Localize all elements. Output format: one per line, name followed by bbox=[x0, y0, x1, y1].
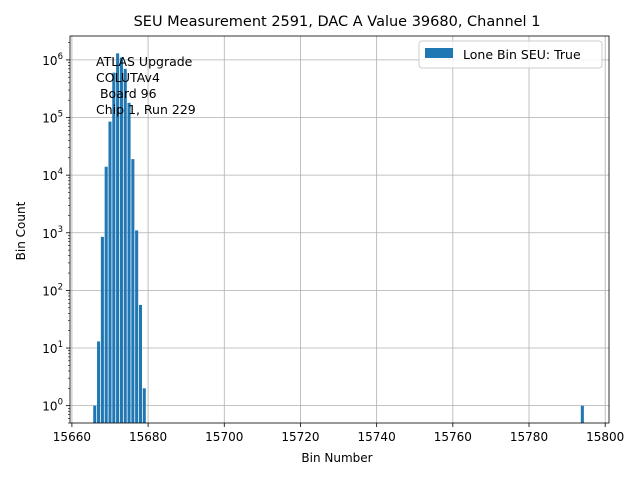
y-axis-label: Bin Count bbox=[14, 201, 28, 260]
histogram-bar bbox=[100, 236, 104, 423]
y-tick-label: 102 bbox=[42, 282, 63, 298]
x-axis-ticks: 15660 15680 15700 15720 15740 15760 15780 15800 bbox=[53, 423, 624, 444]
y-axis-ticks: 100 101 102 103 104 105 106 bbox=[42, 42, 70, 424]
x-tick-label: 15700 bbox=[205, 430, 243, 444]
histogram-bar bbox=[112, 72, 116, 423]
histogram-bar bbox=[104, 166, 108, 423]
histogram-bar bbox=[131, 159, 135, 424]
chart-title: SEU Measurement 2591, DAC A Value 39680,… bbox=[134, 14, 541, 30]
plot-border bbox=[69, 35, 610, 424]
histogram-bar bbox=[142, 388, 146, 423]
legend: Lone Bin SEU: True bbox=[418, 40, 603, 69]
legend-swatch bbox=[425, 48, 453, 58]
histogram-bar bbox=[138, 304, 142, 423]
histogram-bar bbox=[93, 405, 97, 423]
legend-label: Lone Bin SEU: True bbox=[463, 47, 581, 62]
y-tick-label: 104 bbox=[42, 167, 63, 183]
axes-frame bbox=[69, 35, 610, 424]
x-tick-label: 15660 bbox=[53, 430, 91, 444]
x-tick-label: 15800 bbox=[586, 430, 624, 444]
histogram-bar bbox=[108, 121, 112, 423]
histogram-bar bbox=[580, 405, 584, 423]
y-tick-label: 106 bbox=[42, 52, 63, 68]
x-axis-label: Bin Number bbox=[301, 451, 372, 465]
histogram-bar bbox=[97, 341, 101, 423]
x-tick-label: 15720 bbox=[281, 430, 319, 444]
annotation-line-4: Chip 1, Run 229 bbox=[96, 102, 196, 117]
annotation-line-3: Board 96 bbox=[96, 86, 157, 101]
histogram-bar bbox=[116, 53, 120, 423]
x-tick-label: 15760 bbox=[434, 430, 472, 444]
legend-box bbox=[418, 40, 603, 69]
y-tick-label: 105 bbox=[42, 110, 63, 126]
histogram-bar bbox=[127, 102, 131, 424]
y-tick-label: 100 bbox=[42, 398, 63, 414]
histogram-bar bbox=[123, 68, 127, 423]
grid-lines bbox=[70, 36, 609, 423]
y-tick-label: 103 bbox=[42, 225, 63, 241]
info-annotation: ATLAS Upgrade COLUTAv4 Board 96 Chip 1, … bbox=[96, 54, 196, 117]
annotation-line-1: ATLAS Upgrade bbox=[96, 54, 193, 69]
x-tick-label: 15740 bbox=[358, 430, 396, 444]
y-tick-label: 101 bbox=[42, 340, 63, 356]
histogram-bar bbox=[135, 230, 139, 423]
x-tick-label: 15680 bbox=[129, 430, 167, 444]
x-tick-label: 15780 bbox=[510, 430, 548, 444]
annotation-line-2: COLUTAv4 bbox=[96, 70, 160, 85]
histogram-bars bbox=[93, 53, 584, 424]
histogram-bar bbox=[119, 57, 123, 424]
